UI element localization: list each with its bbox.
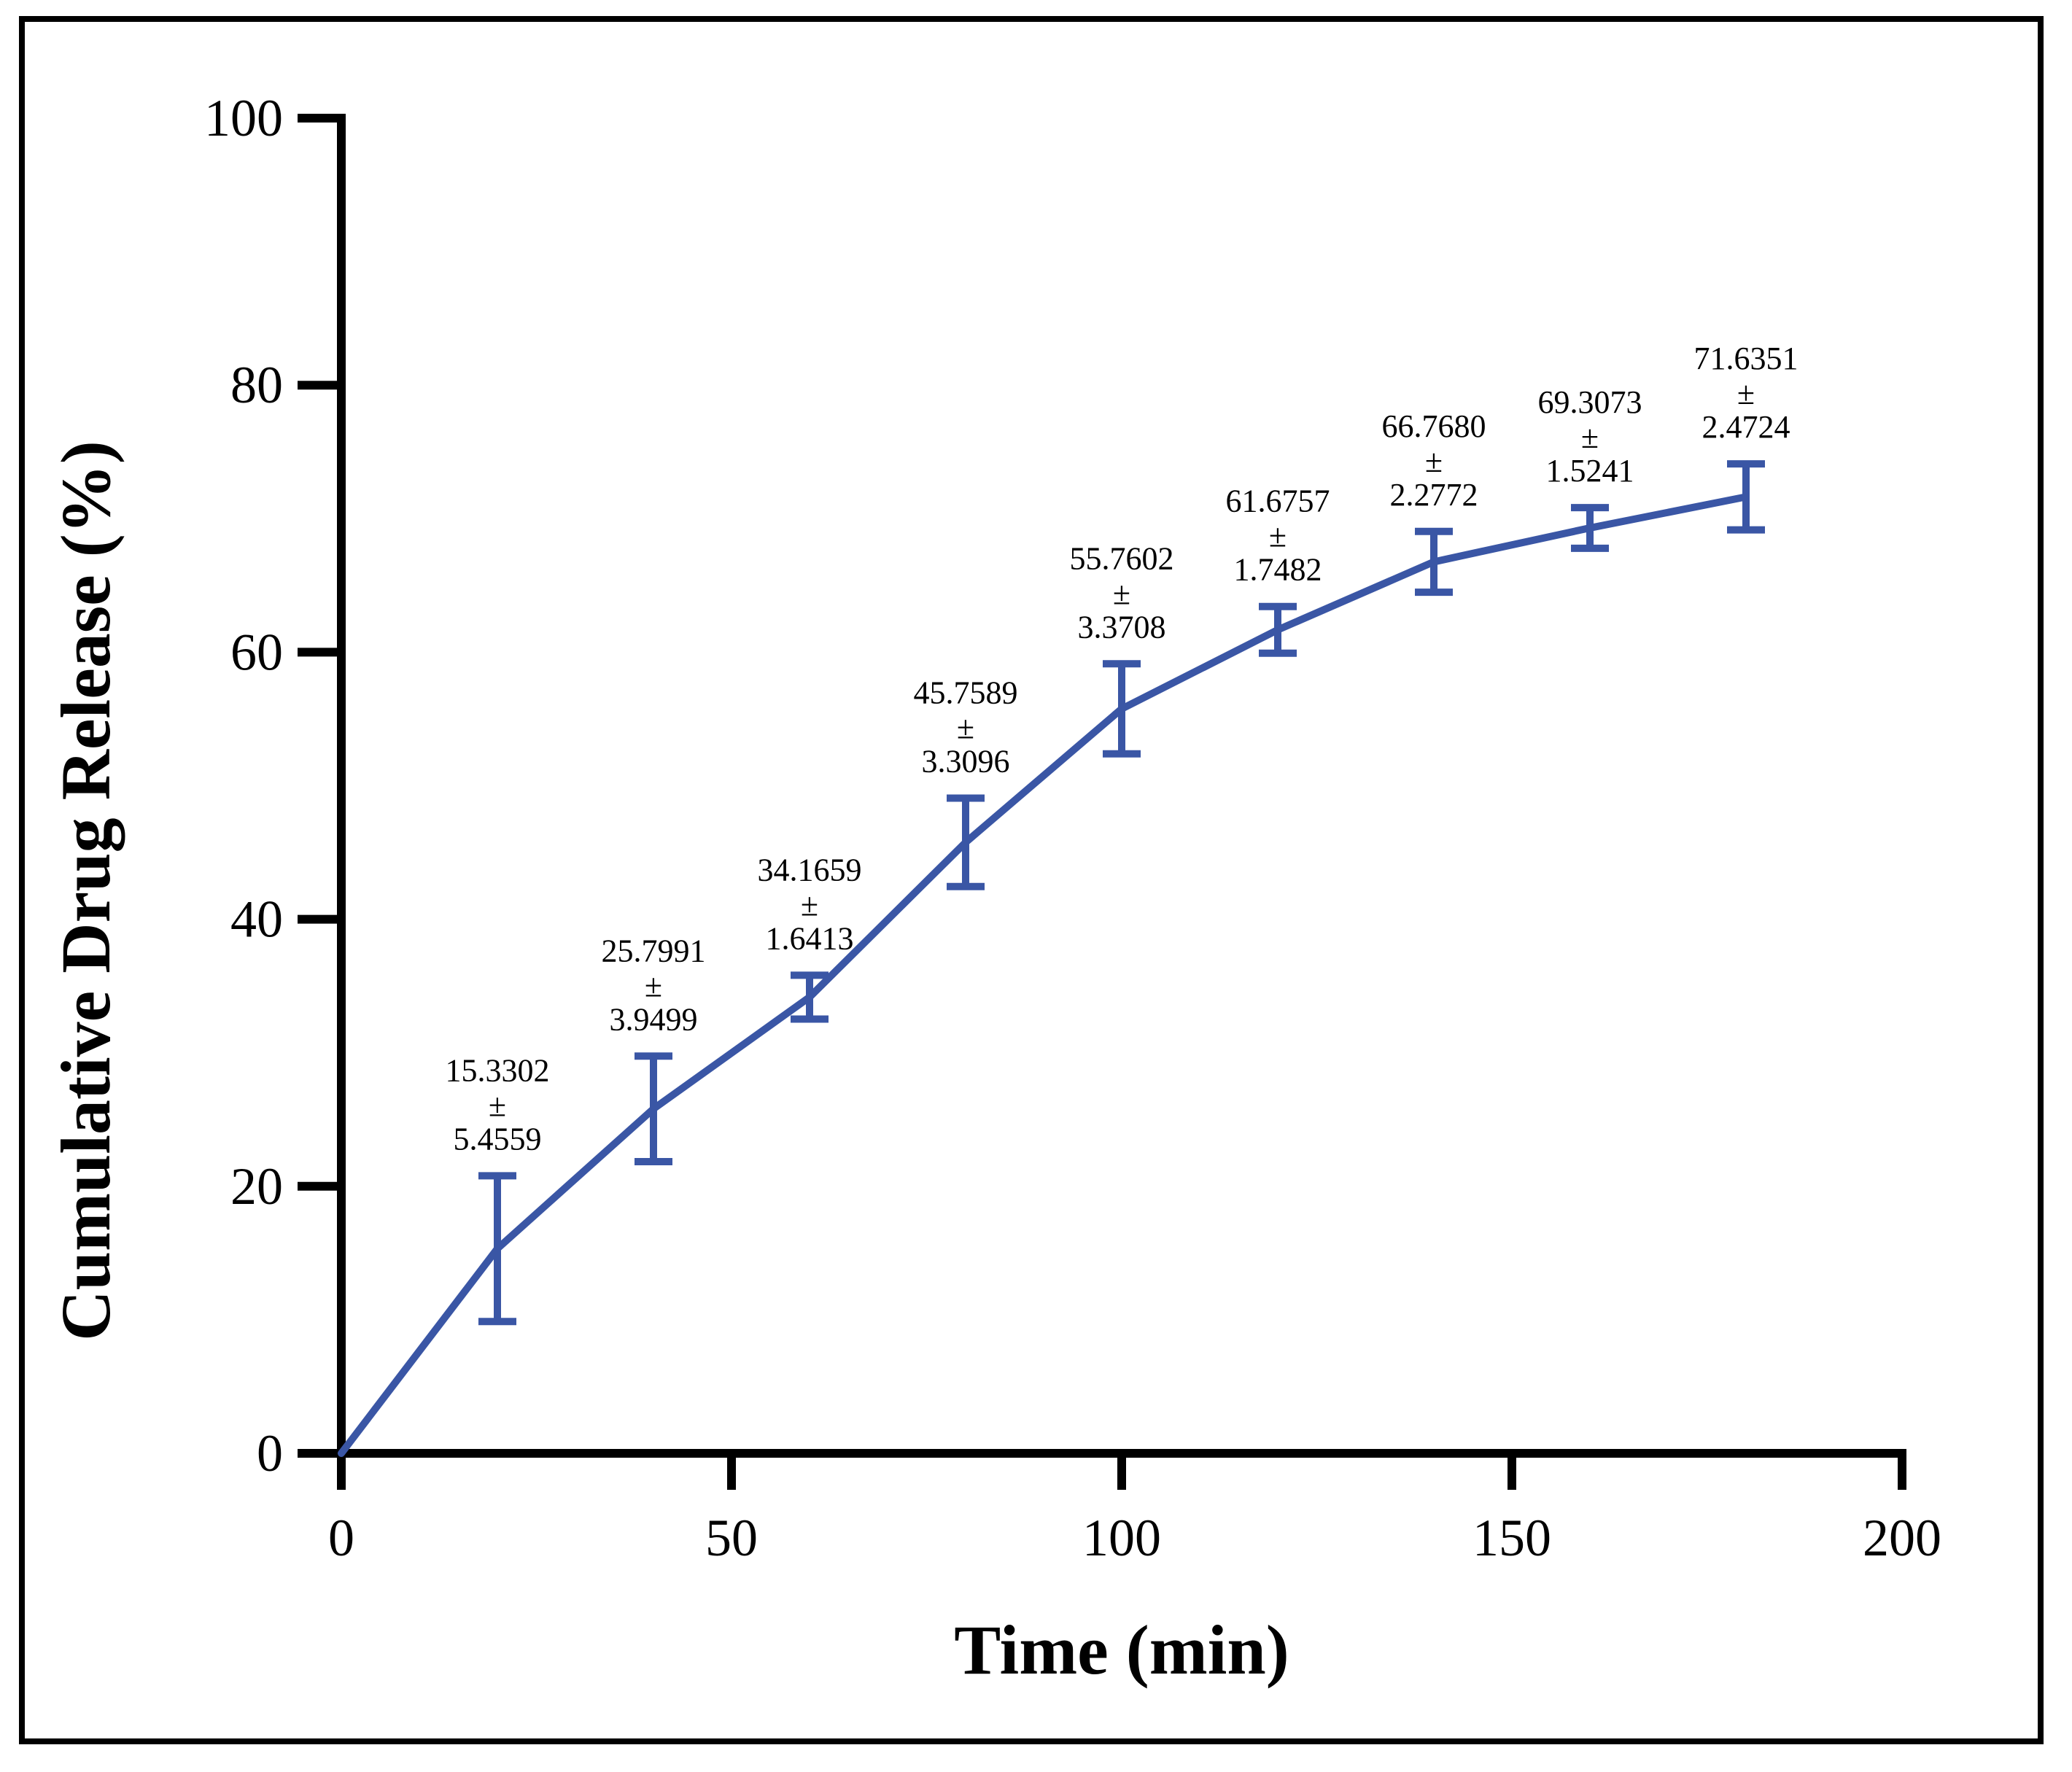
data-label-mean-20: 15.3302	[446, 1052, 550, 1088]
data-label-pm-20: ±	[489, 1087, 506, 1123]
series	[338, 460, 1765, 1457]
data-label-mean-40: 25.7991	[602, 933, 706, 968]
data-label-pm-40: ±	[645, 968, 662, 1003]
data-label-mean-120: 61.6757	[1226, 483, 1330, 519]
data-label-sd-140: 2.2772	[1390, 477, 1478, 513]
data-label-mean-80: 45.7589	[914, 675, 1018, 711]
y-tick-label-60: 60	[230, 623, 283, 681]
data-label-mean-60: 34.1659	[758, 852, 862, 887]
x-tick-label-50: 50	[705, 1509, 758, 1567]
series-line-0	[338, 493, 1750, 1457]
data-label-sd-20: 5.4559	[454, 1121, 542, 1157]
data-label-pm-160: ±	[1581, 419, 1599, 455]
data-labels: 15.3302±5.455925.7991±3.949934.1659±1.64…	[446, 341, 1799, 1157]
data-label-sd-120: 1.7482	[1234, 552, 1322, 588]
data-label-mean-180: 71.6351	[1694, 341, 1799, 376]
data-label-sd-180: 2.4724	[1702, 409, 1790, 445]
data-label-sd-60: 1.6413	[766, 920, 854, 956]
data-label-sd-100: 3.3708	[1078, 609, 1166, 645]
x-axis-title: Time (min)	[954, 1611, 1289, 1689]
data-label-pm-60: ±	[801, 887, 818, 922]
data-label-sd-40: 3.9499	[610, 1001, 698, 1037]
data-label-pm-140: ±	[1425, 443, 1443, 479]
x-tick-label-100: 100	[1082, 1509, 1161, 1567]
y-axis-title: Cumulative Drug Release (%)	[47, 440, 125, 1340]
y-tick-label-0: 0	[257, 1424, 283, 1483]
y-tick-label-20: 20	[230, 1157, 283, 1216]
y-tick-label-80: 80	[230, 356, 283, 414]
x-tick-label-150: 150	[1472, 1509, 1551, 1567]
data-label-pm-180: ±	[1737, 376, 1755, 411]
data-label-sd-160: 1.5241	[1546, 453, 1634, 489]
data-label-mean-140: 66.7680	[1382, 408, 1486, 444]
data-label-mean-100: 55.7602	[1070, 540, 1174, 576]
axes	[337, 114, 1906, 1458]
data-label-pm-100: ±	[1113, 575, 1130, 611]
data-label-mean-160: 69.3073	[1538, 384, 1642, 420]
data-label-pm-120: ±	[1269, 518, 1287, 554]
data-label-sd-80: 3.3096	[922, 744, 1010, 780]
x-tick-label-200: 200	[1863, 1509, 1941, 1567]
x-tick-label-0: 0	[328, 1509, 354, 1567]
y-tick-label-100: 100	[204, 89, 283, 147]
y-tick-label-40: 40	[230, 890, 283, 949]
ticks: 0 20 40 60 80 100 0 50 100 150 200	[204, 89, 1941, 1567]
data-label-pm-80: ±	[957, 710, 974, 746]
